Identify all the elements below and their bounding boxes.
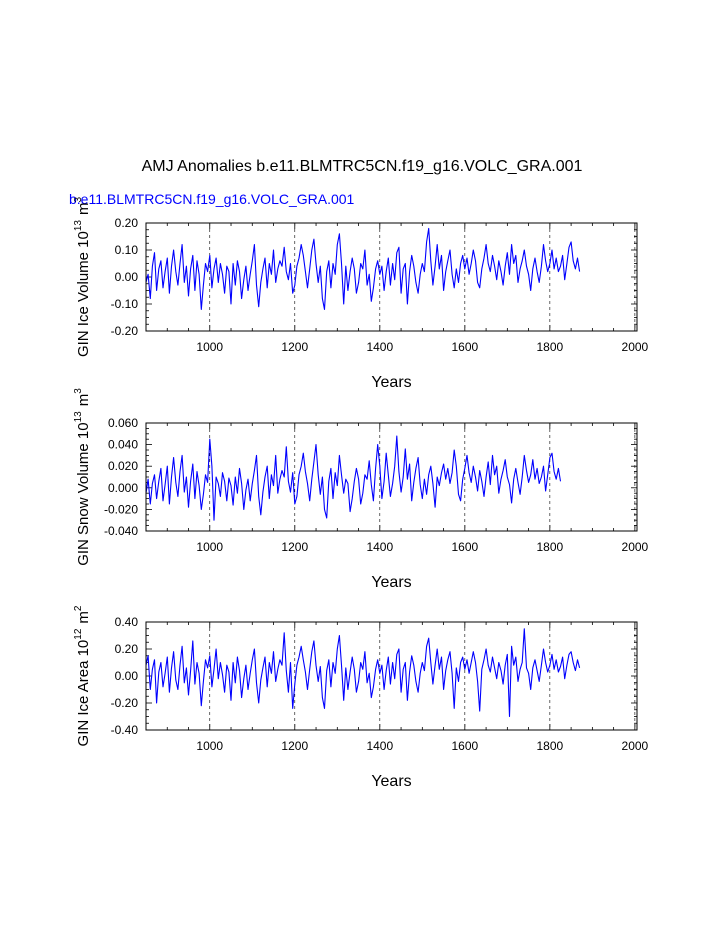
y-tick-label: 0.000 bbox=[108, 481, 138, 495]
x-tick-label: 1800 bbox=[537, 340, 564, 354]
y-tick-label: -0.040 bbox=[104, 524, 138, 538]
x-axis-label: Years bbox=[371, 773, 411, 790]
x-tick-label: 1000 bbox=[196, 739, 223, 753]
x-tick-label: 1800 bbox=[537, 739, 564, 753]
plot-frame bbox=[145, 422, 638, 532]
x-tick-label: 1200 bbox=[281, 340, 308, 354]
x-tick-label: 1000 bbox=[196, 540, 223, 554]
y-axis-label-exponent: 13 bbox=[73, 411, 84, 423]
y-tick-label: 0.040 bbox=[108, 438, 138, 452]
x-tick-label: 1600 bbox=[451, 540, 478, 554]
y-tick-label: 0.060 bbox=[108, 416, 138, 430]
x-axis-label: Years bbox=[371, 374, 411, 391]
y-tick-label: -0.020 bbox=[104, 502, 138, 516]
plot-frame bbox=[145, 222, 638, 332]
x-tick-label: 2000 bbox=[622, 739, 649, 753]
x-tick-label: 1400 bbox=[366, 340, 393, 354]
panel-ice-area: 1000 1200 1400 1600 1800 2000 -0.40 -0.20 0.00 0.… bbox=[73, 605, 649, 790]
y-axis-label-unit-exponent: 2 bbox=[73, 605, 84, 611]
y-axis-label-exponent: 12 bbox=[73, 628, 84, 640]
series-line bbox=[145, 435, 562, 521]
y-tick-label: 0.20 bbox=[115, 642, 139, 656]
x-tick-label: 1000 bbox=[196, 340, 223, 354]
x-axis-label: Years bbox=[371, 574, 411, 591]
series-line bbox=[145, 628, 581, 718]
y-axis-label-unit: m bbox=[75, 394, 92, 407]
y-axis-label-unit-exponent: 3 bbox=[73, 197, 84, 203]
x-tick-label: 1200 bbox=[281, 739, 308, 753]
y-tick-label: 0.10 bbox=[115, 243, 139, 257]
y-axis-label-unit: m bbox=[75, 203, 92, 216]
y-tick-label: 0.00 bbox=[115, 270, 139, 284]
x-tick-label: 1600 bbox=[451, 739, 478, 753]
panel-ice-volume: 1000 1200 1400 1600 1800 2000 -0.20 -0.10 0.00 0.… bbox=[73, 197, 649, 391]
x-tick-label: 1400 bbox=[366, 540, 393, 554]
panel-snow-volume: 1000 1200 1400 1600 1800 2000 -0.040 -0.020 0.00… bbox=[73, 388, 649, 591]
x-tick-label: 2000 bbox=[622, 340, 649, 354]
y-axis-label-text: GIN Snow Volume 10 bbox=[75, 422, 92, 565]
y-tick-label: 0.020 bbox=[108, 459, 138, 473]
y-tick-label: -0.40 bbox=[111, 723, 139, 737]
figure-title: AMJ Anomalies b.e11.BLMTRC5CN.f19_g16.VO… bbox=[142, 158, 583, 175]
y-axis-label-unit: m bbox=[75, 611, 92, 624]
y-tick-label: 0.20 bbox=[115, 216, 139, 230]
y-axis-label: GIN Snow Volume 1013 m3 bbox=[73, 388, 92, 566]
y-axis-label-unit-exponent: 3 bbox=[73, 388, 84, 394]
x-tick-label: 1200 bbox=[281, 540, 308, 554]
y-axis-label: GIN Ice Area 1012 m2 bbox=[73, 605, 92, 746]
x-tick-label: 2000 bbox=[622, 540, 649, 554]
y-axis-label-text: GIN Ice Volume 10 bbox=[75, 231, 92, 357]
y-axis-label-text: GIN Ice Area 10 bbox=[75, 640, 92, 747]
series-line bbox=[145, 227, 581, 310]
x-tick-label: 1400 bbox=[366, 739, 393, 753]
y-axis-label-exponent: 13 bbox=[73, 220, 84, 232]
y-tick-label: 0.40 bbox=[115, 615, 139, 629]
plot-frame bbox=[145, 621, 638, 731]
y-tick-label: -0.20 bbox=[111, 324, 139, 338]
y-tick-label: 0.00 bbox=[115, 669, 139, 683]
y-tick-label: -0.20 bbox=[111, 696, 139, 710]
y-axis-label: GIN Ice Volume 1013 m3 bbox=[73, 197, 92, 358]
x-tick-label: 1600 bbox=[451, 340, 478, 354]
x-tick-label: 1800 bbox=[537, 540, 564, 554]
figure-subtitle: b.e11.BLMTRC5CN.f19_g16.VOLC_GRA.001 bbox=[69, 191, 355, 207]
y-tick-label: -0.10 bbox=[111, 297, 139, 311]
